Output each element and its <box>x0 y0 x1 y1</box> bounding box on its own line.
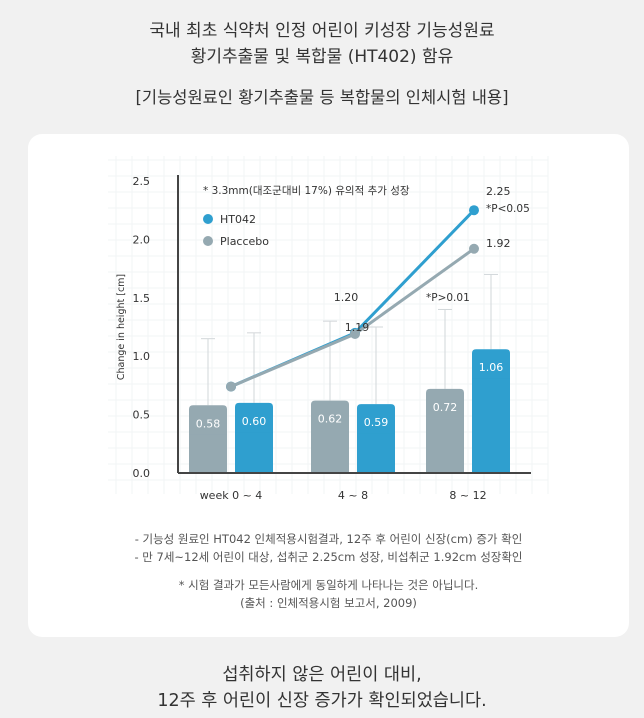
legend-label: Placcebo <box>220 235 269 248</box>
section-title: [기능성원료인 황기추출물 등 복합물의 인체시험 내용] <box>135 88 509 107</box>
bar-value-label: 0.62 <box>318 413 343 426</box>
note-line-1: - 기능성 원료인 HT042 인체적용시험결과, 12주 후 어린이 신장(c… <box>134 532 523 546</box>
x-tick-label: 8 ~ 12 <box>449 489 486 502</box>
point-label: 1.20 <box>334 291 359 304</box>
bar-shade <box>311 429 349 473</box>
line-point <box>469 205 479 216</box>
disclaimer: * 시험 결과가 모든사람에게 동일하게 나타나는 것은 아닙니다. <box>178 578 479 592</box>
bar-value-label: 0.58 <box>196 417 221 430</box>
bar-shade <box>357 433 395 473</box>
source-citation: (출처 : 인체적용시험 보고서, 2009) <box>240 596 417 610</box>
conclusion-line-2: 12주 후 어린이 신장 증가가 확인되었습니다. <box>157 691 487 711</box>
y-tick-label: 2.5 <box>133 175 151 188</box>
point-label: 1.19 <box>345 321 370 334</box>
y-tick-label: 1.0 <box>133 350 151 363</box>
p-value-ht042: *P<0.05 <box>486 203 530 215</box>
note-line-2: - 만 7세~12세 어린이 대상, 섭취군 2.25cm 성장, 비섭취군 1… <box>134 550 523 564</box>
headline-line-1: 국내 최초 식약처 인정 어린이 키성장 기능성원료 <box>149 21 495 41</box>
bar-value-label: 1.06 <box>479 361 504 374</box>
line-point <box>350 329 360 340</box>
y-tick-label: 0.5 <box>133 409 151 422</box>
bar-value-label: 0.60 <box>242 415 267 428</box>
legend-marker <box>203 236 213 246</box>
line-point <box>226 381 236 392</box>
y-tick-label: 0.0 <box>133 467 151 480</box>
x-tick-label: week 0 ~ 4 <box>200 489 263 502</box>
line-placcebo <box>230 247 475 388</box>
bar-shade <box>472 378 510 473</box>
y-tick-label: 2.0 <box>133 233 151 246</box>
height-growth-chart: 0.0 0.5 1.0 1.5 2.0 2.5 Change in height [cm] 0… <box>108 156 549 502</box>
bar-shade <box>189 434 227 473</box>
conclusion-line-1: 섭취하지 않은 어린이 대비, <box>222 665 422 685</box>
bar-shade <box>426 418 464 473</box>
significance-note: * 3.3mm(대조군대비 17%) 유의적 추가 성장 <box>203 185 410 197</box>
bar-value-label: 0.59 <box>364 416 389 429</box>
legend-marker <box>203 214 213 224</box>
x-tick-label: 4 ~ 8 <box>338 489 368 502</box>
p-value-placebo: *P>0.01 <box>426 292 470 304</box>
bar-shade <box>235 432 273 473</box>
y-axis-label: Change in height [cm] <box>116 274 127 380</box>
y-tick-label: 1.5 <box>133 292 151 305</box>
chart-card: 0.0 0.5 1.0 1.5 2.0 2.5 Change in height [cm] 0… <box>28 134 629 637</box>
headline-line-2: 황기추출물 및 복합물 (HT402) 함유 <box>190 47 454 67</box>
point-label: 2.25 <box>486 185 511 198</box>
legend-label: HT042 <box>220 213 256 226</box>
bar-value-label: 0.72 <box>433 401 458 414</box>
line-point <box>469 243 479 254</box>
point-label: 1.92 <box>486 237 511 250</box>
